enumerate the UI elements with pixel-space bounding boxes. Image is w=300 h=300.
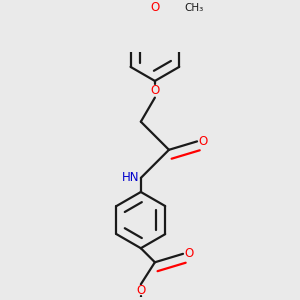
Text: O: O	[136, 284, 146, 297]
Text: O: O	[150, 84, 160, 97]
Text: CH₃: CH₃	[184, 3, 203, 13]
Text: O: O	[150, 1, 160, 14]
Text: HN: HN	[122, 171, 140, 184]
Text: O: O	[198, 135, 208, 148]
Text: O: O	[184, 247, 194, 260]
